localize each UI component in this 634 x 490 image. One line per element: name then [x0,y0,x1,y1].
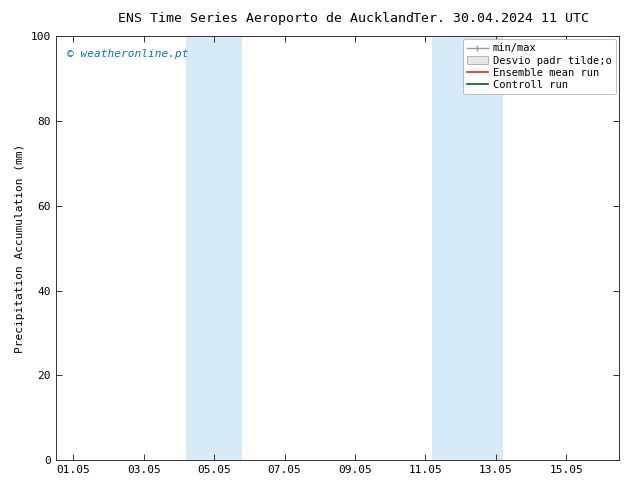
Text: Ter. 30.04.2024 11 UTC: Ter. 30.04.2024 11 UTC [413,12,589,25]
Text: ENS Time Series Aeroporto de Auckland: ENS Time Series Aeroporto de Auckland [119,12,414,25]
Text: © weatheronline.pt: © weatheronline.pt [67,49,188,59]
Y-axis label: Precipitation Accumulation (mm): Precipitation Accumulation (mm) [15,144,25,353]
Legend: min/max, Desvio padr tilde;o, Ensemble mean run, Controll run: min/max, Desvio padr tilde;o, Ensemble m… [463,39,616,94]
Bar [432,36,503,460]
Bar [186,36,242,460]
